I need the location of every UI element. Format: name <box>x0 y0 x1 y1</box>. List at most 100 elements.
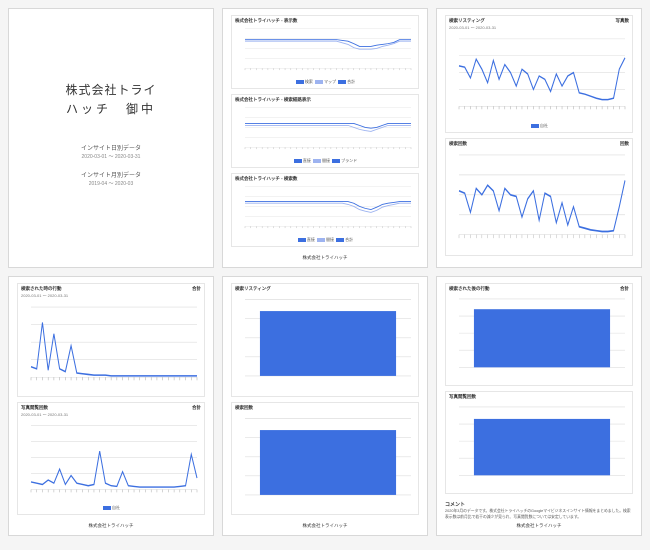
legend-label: 直接 <box>303 158 311 163</box>
panel-date-range: 2020-03-01 〜 2020-03-31 <box>21 412 201 418</box>
cover-item-label: インサイト月別データ <box>81 170 141 179</box>
panel-title: 株式会社トライハッチ - 検索経路表示 <box>235 97 311 103</box>
panel-header: 検索された時の行動 合計 <box>21 286 201 292</box>
page-footer: 株式会社トライハッチ <box>17 520 205 529</box>
chart-area <box>449 33 629 121</box>
cover-item-range: 2020-03-01 〜 2020-03-31 <box>81 153 141 160</box>
chart-panel: 写真閲覧回数 <box>445 391 633 494</box>
chart-panel: 写真閲覧回数 合計 2020-03-01 〜 2020-03-31 自社 <box>17 402 205 516</box>
page-grid: 株式会社トライ ハッチ 御中 インサイト日別データ 2020-03-01 〜 2… <box>8 8 642 536</box>
page-footer: 株式会社トライハッチ <box>231 252 419 261</box>
legend-swatch <box>294 159 302 163</box>
comment-body: 2020年3月のデータです。株式会社トライハッチのGoogleマイビジネスインサ… <box>445 509 633 520</box>
cover-item-range: 2019-04 〜 2020-03 <box>81 180 141 187</box>
panel-title: 検索回数 <box>449 141 467 147</box>
chart-legend: 直接 間接 合計 <box>235 237 415 243</box>
page-cover: 株式会社トライ ハッチ 御中 インサイト日別データ 2020-03-01 〜 2… <box>8 8 214 268</box>
chart-panel: 株式会社トライハッチ - 表示数 検索 マップ 合計 <box>231 15 419 89</box>
panel-title: 検索された時の行動 <box>21 286 62 292</box>
panel-right-label: 合計 <box>620 286 629 292</box>
legend-label: マップ <box>324 79 336 84</box>
legend-label: 自社 <box>540 123 548 128</box>
chart-area <box>235 25 415 77</box>
panel-header: 検索された後の行動 合計 <box>449 286 629 292</box>
panel-header: 写真閲覧回数 合計 <box>21 405 201 411</box>
legend-swatch <box>332 159 340 163</box>
comment-title: コメント <box>445 501 633 508</box>
legend-swatch <box>338 80 346 84</box>
panel-title: 検索された後の行動 <box>449 286 490 292</box>
panel-right-label: 回数 <box>620 141 629 147</box>
page: 検索リスティング 検索回数 株式会社トライハッチ <box>222 276 428 536</box>
chart-legend: 直接 間接 ブランド <box>235 158 415 164</box>
page: 検索された時の行動 合計 2020-03-01 〜 2020-03-31 写真閲… <box>8 276 214 536</box>
panel-title: 検索リスティング <box>449 18 485 24</box>
chart-area <box>21 420 201 504</box>
panel-title: 株式会社トライハッチ - 表示数 <box>235 18 297 24</box>
legend-swatch <box>317 238 325 242</box>
panel-header: 株式会社トライハッチ - 検索数 <box>235 176 415 182</box>
chart-area <box>449 148 629 252</box>
chart-area <box>235 412 415 512</box>
cover-item-1: インサイト月別データ 2019-04 〜 2020-03 <box>81 168 141 195</box>
chart-area <box>449 293 629 382</box>
panel-header: 検索リスティング 写真数 <box>449 18 629 24</box>
legend-label: 検索 <box>305 79 313 84</box>
panel-header: 株式会社トライハッチ - 表示数 <box>235 18 415 24</box>
legend-label: 直接 <box>307 237 315 242</box>
chart-area <box>235 183 415 235</box>
chart-panel: 検索リスティング <box>231 283 419 397</box>
chart-panel: 検索された時の行動 合計 2020-03-01 〜 2020-03-31 <box>17 283 205 397</box>
cover-item-0: インサイト日別データ 2020-03-01 〜 2020-03-31 <box>81 141 141 168</box>
panel-header: 株式会社トライハッチ - 検索経路表示 <box>235 97 415 103</box>
legend-swatch <box>296 80 304 84</box>
cover-title-1: 株式会社トライ <box>65 81 156 98</box>
chart-area <box>235 104 415 156</box>
panel-title: 検索回数 <box>235 405 253 411</box>
panel-title: 検索リスティング <box>235 286 271 292</box>
cover-item-label: インサイト日別データ <box>81 143 141 152</box>
chart-legend: 自社 <box>21 505 201 511</box>
legend-swatch <box>315 80 323 84</box>
chart-legend: 自社 <box>449 123 629 129</box>
chart-panel: 検索リスティング 写真数 2020-03-01 〜 2020-03-31 自社 <box>445 15 633 133</box>
panel-right-label: 写真数 <box>616 18 630 24</box>
legend-swatch <box>313 159 321 163</box>
legend-label: 間接 <box>322 158 330 163</box>
chart-panel: 株式会社トライハッチ - 検索数 直接 間接 合計 <box>231 173 419 247</box>
legend-label: 合計 <box>347 79 355 84</box>
page: 検索された後の行動 合計 写真閲覧回数 コメント2020年3月のデータです。株式… <box>436 276 642 536</box>
page: 検索リスティング 写真数 2020-03-01 〜 2020-03-31 自社 検… <box>436 8 642 268</box>
panel-date-range: 2020-03-01 〜 2020-03-31 <box>449 25 629 31</box>
panel-right-label: 合計 <box>192 286 201 292</box>
legend-label: 間接 <box>326 237 334 242</box>
panel-right-label: 合計 <box>192 405 201 411</box>
legend-label: ブランド <box>341 158 357 163</box>
legend-swatch <box>103 506 111 510</box>
legend-swatch <box>336 238 344 242</box>
legend-swatch <box>298 238 306 242</box>
panel-header: 検索回数 回数 <box>449 141 629 147</box>
cover-title-2: ハッチ 御中 <box>66 100 156 117</box>
chart-panel: 検索された後の行動 合計 <box>445 283 633 386</box>
panel-header: 検索リスティング <box>235 286 415 292</box>
chart-area <box>235 293 415 393</box>
chart-area <box>449 401 629 490</box>
page-footer: 株式会社トライハッチ <box>445 520 633 529</box>
chart-panel: 検索回数 回数 <box>445 138 633 256</box>
panel-title: 株式会社トライハッチ - 検索数 <box>235 176 297 182</box>
chart-area <box>21 301 201 393</box>
legend-swatch <box>531 124 539 128</box>
legend-label: 合計 <box>345 237 353 242</box>
page: 株式会社トライハッチ - 表示数 検索 マップ 合計 株式会社トライハッチ - … <box>222 8 428 268</box>
chart-legend: 検索 マップ 合計 <box>235 79 415 85</box>
chart-panel: 株式会社トライハッチ - 検索経路表示 直接 間接 ブランド <box>231 94 419 168</box>
panel-title: 写真閲覧回数 <box>449 394 476 400</box>
panel-header: 写真閲覧回数 <box>449 394 629 400</box>
legend-label: 自社 <box>112 505 120 510</box>
panel-date-range: 2020-03-01 〜 2020-03-31 <box>21 293 201 299</box>
page-footer: 株式会社トライハッチ <box>231 520 419 529</box>
chart-panel: 検索回数 <box>231 402 419 516</box>
panel-header: 検索回数 <box>235 405 415 411</box>
panel-title: 写真閲覧回数 <box>21 405 48 411</box>
